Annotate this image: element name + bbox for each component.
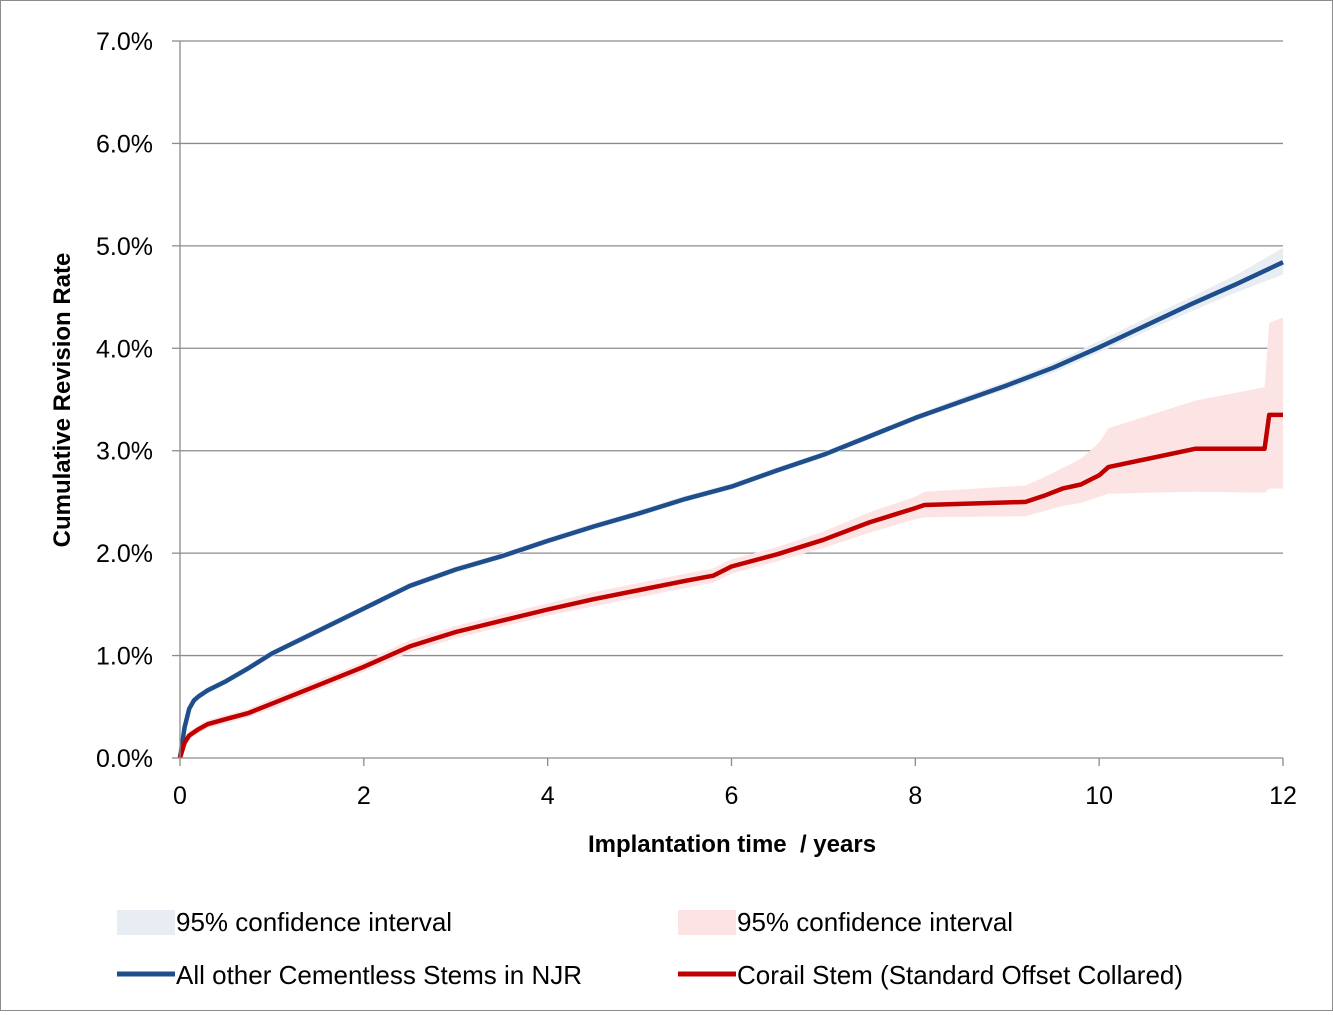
y-tick-label: 7.0% (96, 28, 153, 56)
legend: 95% confidence interval 95% confidence i… (117, 907, 1183, 990)
legend-item-corail-stem: Corail Stem (Standard Offset Collared) (678, 960, 1183, 990)
x-axis-label: Implantation time / years (588, 831, 876, 858)
confidence-band-0 (180, 247, 1283, 758)
y-tick-label: 0.0% (96, 745, 153, 773)
y-tick-label: 5.0% (96, 233, 153, 261)
x-tick-label: 6 (725, 782, 739, 810)
series-line-0 (177, 260, 1284, 759)
legend-label-ci-red: 95% confidence interval (737, 907, 1013, 937)
legend-item-ci-red: 95% confidence interval (678, 907, 1013, 937)
x-tick-label: 4 (541, 782, 555, 810)
legend-item-ci-blue: 95% confidence interval (117, 907, 452, 937)
y-tick-label: 6.0% (96, 130, 153, 158)
y-tick-label: 2.0% (96, 540, 153, 568)
legend-label-all-other-stems: All other Cementless Stems in NJR (176, 960, 582, 990)
x-tick-label: 2 (357, 782, 371, 810)
confidence-band-1 (180, 317, 1283, 758)
x-tick-label: 0 (173, 782, 187, 810)
y-axis-label: Cumulative Revision Rate (49, 253, 76, 548)
legend-item-all-other-stems: All other Cementless Stems in NJR (117, 960, 582, 990)
x-tick-label: 10 (1085, 782, 1113, 810)
x-tick-label: 12 (1269, 782, 1297, 810)
y-tick-label: 4.0% (96, 335, 153, 363)
y-tick-label: 1.0% (96, 643, 153, 671)
legend-label-ci-blue: 95% confidence interval (176, 907, 452, 937)
confidence-bands (180, 247, 1283, 758)
legend-swatch-ci-blue (117, 910, 175, 935)
tick-labels: 0.0% 1.0% 2.0% 3.0% 4.0% 5.0% 6.0% 7.0% 0 2 4 6 8 10 1… (96, 28, 1297, 810)
gridlines (180, 40, 1283, 657)
series-lines (177, 260, 1284, 759)
series-line-1 (177, 412, 1283, 759)
legend-label-corail-stem: Corail Stem (Standard Offset Collared) (737, 960, 1183, 990)
legend-swatch-ci-red (678, 910, 736, 935)
axes (172, 40, 1284, 766)
x-tick-label: 8 (908, 782, 922, 810)
y-tick-label: 3.0% (96, 438, 153, 466)
